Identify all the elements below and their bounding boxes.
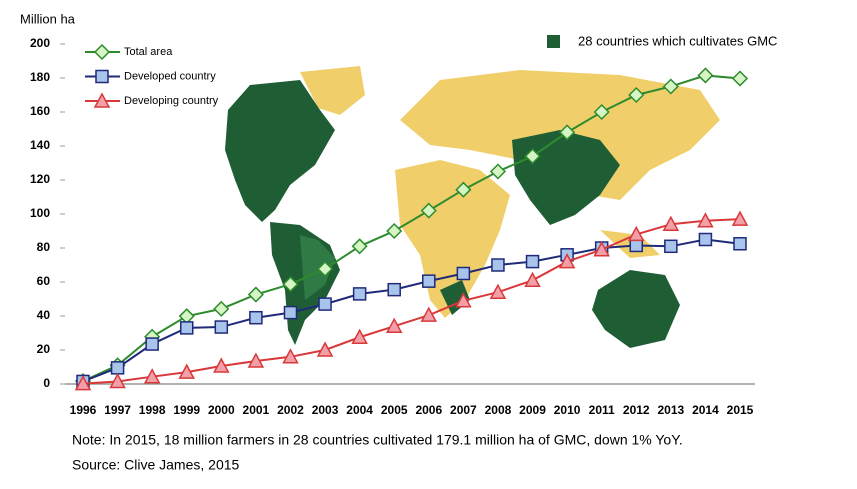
data-point bbox=[214, 320, 229, 334]
data-point bbox=[628, 225, 645, 242]
x-tick-label: 1996 bbox=[70, 403, 97, 417]
world-map bbox=[225, 66, 720, 348]
data-point bbox=[282, 276, 299, 293]
data-point bbox=[145, 337, 159, 351]
legend-marker bbox=[95, 69, 109, 84]
data-point bbox=[282, 348, 299, 364]
data-point bbox=[143, 368, 161, 384]
data-point bbox=[489, 163, 507, 180]
legend-marker bbox=[93, 43, 111, 61]
data-point bbox=[249, 310, 263, 325]
legend-label: Developing country bbox=[124, 95, 219, 107]
data-point bbox=[74, 375, 92, 391]
x-tick-label: 2001 bbox=[243, 403, 270, 417]
source: Source: Clive James, 2015 bbox=[72, 457, 240, 473]
x-tick-label: 2005 bbox=[381, 403, 408, 417]
x-tick-label: 2008 bbox=[485, 403, 512, 417]
x-tick-label: 2006 bbox=[415, 403, 442, 417]
x-tick-label: 2007 bbox=[450, 403, 477, 417]
x-tick-label: 2004 bbox=[346, 403, 373, 417]
x-tick-label: 1999 bbox=[173, 403, 200, 417]
y-tick-label: 160 bbox=[30, 104, 50, 118]
data-point bbox=[213, 357, 230, 373]
y-tick-label: 100 bbox=[30, 206, 50, 220]
x-tick-label: 2012 bbox=[623, 403, 650, 417]
data-point bbox=[731, 70, 749, 87]
data-point bbox=[318, 297, 332, 311]
y-tick-label: 40 bbox=[37, 308, 51, 322]
y-tick-label: 60 bbox=[37, 274, 51, 288]
data-point bbox=[178, 363, 195, 379]
data-point bbox=[456, 266, 471, 281]
data-point bbox=[697, 67, 714, 84]
y-tick-label: 0 bbox=[43, 376, 50, 390]
data-point bbox=[628, 86, 645, 104]
data-point bbox=[455, 181, 472, 198]
data-point bbox=[489, 283, 507, 299]
data-point bbox=[179, 321, 194, 335]
legend-label: Total area bbox=[124, 46, 173, 58]
data-point bbox=[525, 254, 540, 269]
y-tick-label: 140 bbox=[30, 138, 50, 152]
data-point bbox=[524, 271, 541, 288]
data-point bbox=[420, 202, 437, 219]
note: Note: In 2015, 18 million farmers in 28 … bbox=[72, 432, 683, 448]
data-point bbox=[697, 212, 714, 228]
legend-marker bbox=[93, 92, 111, 108]
data-point bbox=[387, 282, 401, 297]
data-point bbox=[110, 361, 125, 375]
data-point bbox=[629, 238, 644, 253]
data-point bbox=[731, 210, 749, 226]
data-point bbox=[386, 222, 403, 240]
data-point bbox=[385, 317, 403, 333]
data-point bbox=[662, 215, 680, 231]
x-tick-label: 1997 bbox=[104, 403, 131, 417]
data-point bbox=[733, 237, 747, 251]
data-point bbox=[524, 148, 541, 165]
y-axis-label: Million ha bbox=[20, 11, 76, 26]
data-point bbox=[698, 232, 713, 247]
data-point bbox=[558, 253, 576, 269]
data-point bbox=[247, 286, 264, 303]
data-point bbox=[420, 306, 438, 322]
y-tick-label: 120 bbox=[30, 172, 50, 186]
data-point bbox=[109, 372, 126, 389]
y-tick-label: 80 bbox=[37, 240, 51, 254]
data-point bbox=[593, 103, 610, 121]
legend-label: Developed country bbox=[124, 70, 216, 82]
x-tick-label: 2013 bbox=[657, 403, 684, 417]
data-point bbox=[178, 308, 195, 325]
x-tick-label: 2015 bbox=[727, 403, 754, 417]
data-point bbox=[316, 260, 334, 277]
y-tick-label: 180 bbox=[30, 70, 50, 84]
data-point bbox=[351, 238, 368, 255]
data-point bbox=[213, 300, 230, 317]
data-point bbox=[422, 274, 436, 288]
x-tick-label: 2002 bbox=[277, 403, 304, 417]
data-point bbox=[664, 239, 678, 254]
data-point bbox=[662, 78, 679, 95]
x-tick-label: 2000 bbox=[208, 403, 235, 417]
data-point bbox=[559, 124, 576, 141]
data-point bbox=[247, 352, 265, 368]
data-point bbox=[455, 292, 472, 308]
data-point bbox=[352, 287, 367, 301]
x-tick-label: 2003 bbox=[312, 403, 339, 417]
map-legend: 28 countries which cultivates GMC bbox=[578, 33, 777, 48]
x-tick-label: 2010 bbox=[554, 403, 581, 417]
map-legend-swatch bbox=[547, 35, 560, 48]
data-point bbox=[593, 241, 610, 257]
y-tick-label: 200 bbox=[30, 36, 50, 50]
data-point bbox=[491, 258, 505, 272]
data-point bbox=[283, 305, 298, 320]
x-tick-label: 2014 bbox=[692, 403, 719, 417]
y-tick-label: 20 bbox=[37, 342, 51, 356]
x-tick-label: 2011 bbox=[589, 403, 615, 417]
x-tick-label: 1998 bbox=[139, 403, 166, 417]
data-point bbox=[351, 328, 368, 344]
x-tick-label: 2009 bbox=[519, 403, 546, 417]
data-point bbox=[316, 341, 334, 357]
